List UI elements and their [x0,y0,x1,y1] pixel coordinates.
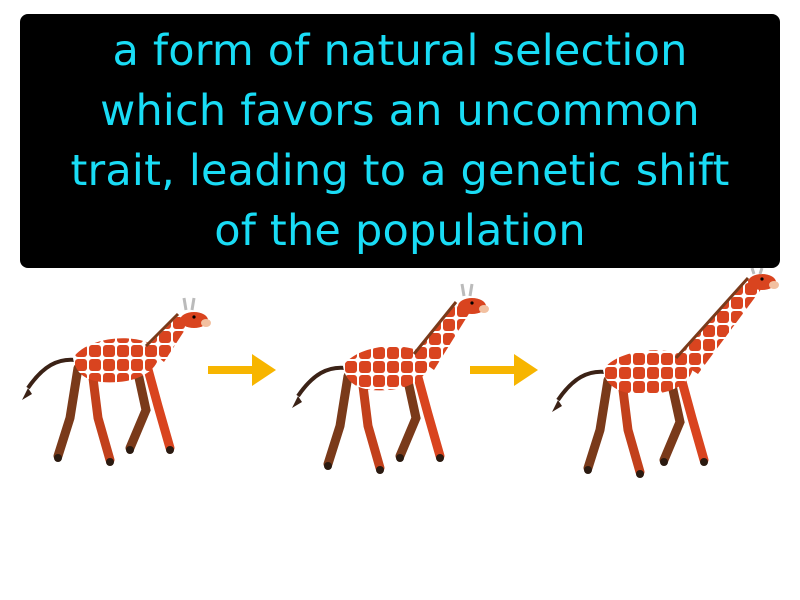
right-arrow-icon [470,354,538,386]
giraffe-icon [22,297,211,466]
right-arrow-icon [208,354,276,386]
giraffe-icon [552,268,779,478]
definition-line-4: of the population [214,206,586,256]
definition-line-1: a form of natural selection [112,26,688,76]
definition-line-2: which favors an uncommon [100,86,700,136]
giraffe-icon [292,283,489,474]
giraffe-illustration [0,268,800,508]
definition-line-3: trait, leading to a genetic shift [70,146,730,196]
definition-box: a form of natural selection which favors… [20,14,780,268]
